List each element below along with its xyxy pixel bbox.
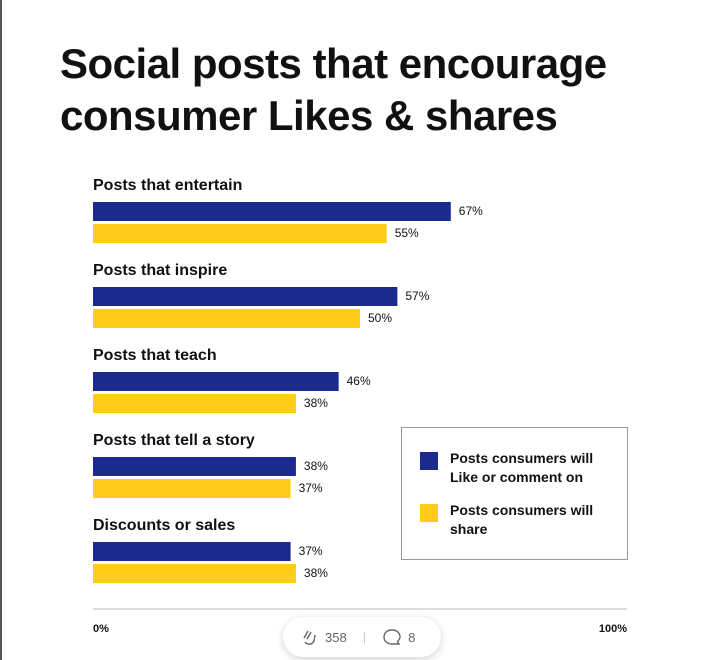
legend-entry: Posts consumers will share (450, 502, 594, 537)
category-label: Posts that tell a story (93, 432, 255, 449)
value-label: 46% (347, 374, 371, 388)
bar (93, 372, 339, 391)
bar (93, 457, 296, 476)
bar (93, 479, 291, 498)
bar (93, 202, 451, 221)
legend-swatch (420, 504, 438, 522)
bar (93, 224, 387, 243)
bar (93, 394, 296, 413)
value-label: 38% (304, 396, 328, 410)
separator: | (362, 629, 367, 645)
value-label: 67% (459, 204, 483, 218)
value-label: 50% (368, 311, 392, 325)
legend-swatch (420, 452, 438, 470)
comment-count: 8 (408, 629, 416, 645)
value-label: 38% (304, 459, 328, 473)
clap-count: 358 (325, 629, 347, 645)
value-label: 57% (405, 289, 429, 303)
category-label: Posts that entertain (93, 177, 242, 194)
category-label: Posts that teach (93, 347, 217, 364)
legend-entry: Posts consumers will Like or comment on (450, 450, 594, 485)
value-label: 38% (304, 566, 328, 580)
bar (93, 542, 291, 561)
comment-icon (383, 629, 401, 645)
clap-icon (303, 630, 316, 645)
bar (93, 287, 398, 306)
legend-label: Posts consumers will Like or comment on (450, 450, 594, 485)
value-label: 55% (395, 226, 419, 240)
value-label: 37% (299, 481, 323, 495)
comment-button[interactable]: 8 (382, 627, 415, 647)
legend-label: Posts consumers will share (450, 502, 594, 537)
value-label: 37% (299, 544, 323, 558)
legend-box (401, 427, 628, 560)
bar (93, 564, 296, 583)
clap-button[interactable]: 358 (299, 627, 347, 647)
chart-title: Social posts that encourage consumer Lik… (60, 40, 607, 139)
category-label: Posts that inspire (93, 262, 227, 279)
reaction-bar: 358 | 8 (283, 617, 441, 657)
category-label: Discounts or sales (93, 517, 235, 534)
bar (93, 309, 360, 328)
x-tick-label: 100% (599, 623, 627, 635)
x-tick-label: 0% (93, 623, 109, 635)
